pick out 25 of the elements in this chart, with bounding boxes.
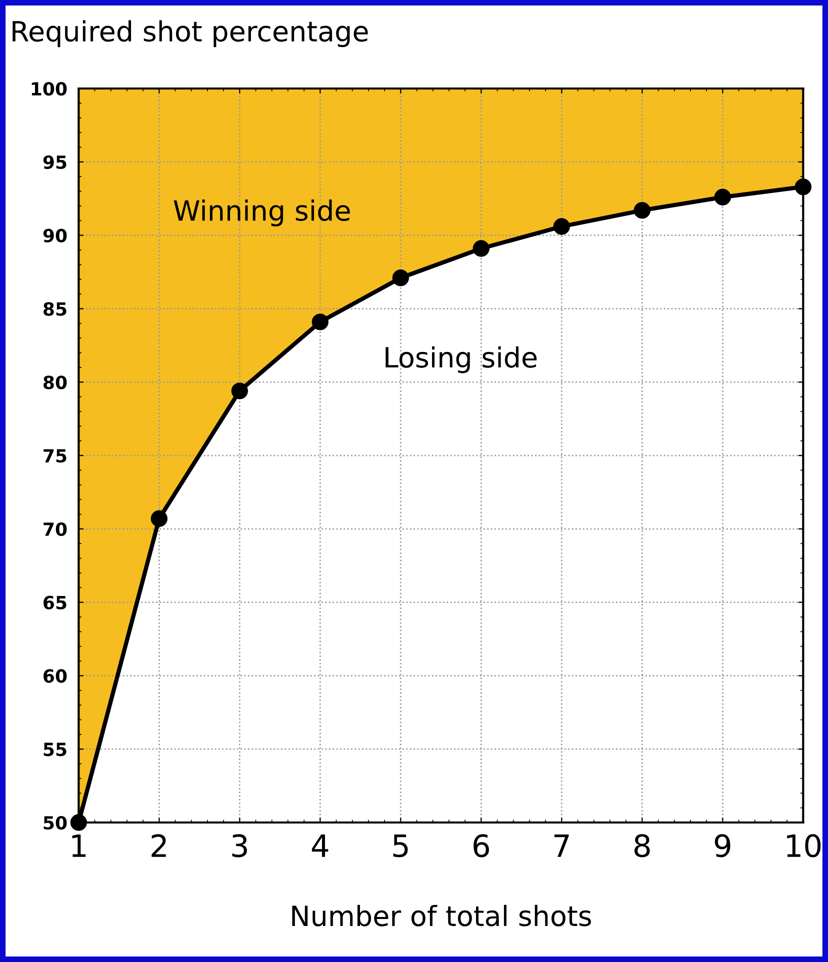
x-tick-label: 6 bbox=[474, 834, 489, 858]
y-tick-label: 90 bbox=[43, 228, 67, 242]
y-tick-label: 55 bbox=[44, 742, 66, 756]
x-tick-label: 1 bbox=[72, 834, 86, 857]
y-tick-label: 100 bbox=[32, 82, 67, 96]
y-tick-label: 80 bbox=[44, 376, 67, 390]
y-axis-title: Required shot percentage bbox=[12, 20, 368, 48]
y-tick-label: 50 bbox=[44, 816, 67, 830]
y-tick-label: 95 bbox=[43, 155, 66, 170]
annotation: Losing side bbox=[386, 346, 537, 374]
x-tick-label: 5 bbox=[393, 834, 408, 858]
x-tick-label: 3 bbox=[232, 834, 247, 858]
y-tick-label: 60 bbox=[44, 669, 67, 683]
x-axis-title: Number of total shots bbox=[292, 904, 591, 926]
x-tick-label: 7 bbox=[554, 834, 569, 857]
y-tick-label: 85 bbox=[44, 302, 66, 316]
x-tick-label: 2 bbox=[152, 834, 166, 857]
y-tick-label: 75 bbox=[44, 449, 66, 463]
y-tick-label: 70 bbox=[44, 522, 67, 536]
annotation: Winning side bbox=[174, 200, 350, 226]
y-tick-label: 65 bbox=[44, 596, 66, 610]
x-tick-label: 4 bbox=[312, 834, 328, 857]
x-tick-label: 9 bbox=[714, 834, 730, 858]
x-tick-label: 10 bbox=[787, 834, 821, 858]
x-tick-label: 8 bbox=[634, 834, 650, 858]
